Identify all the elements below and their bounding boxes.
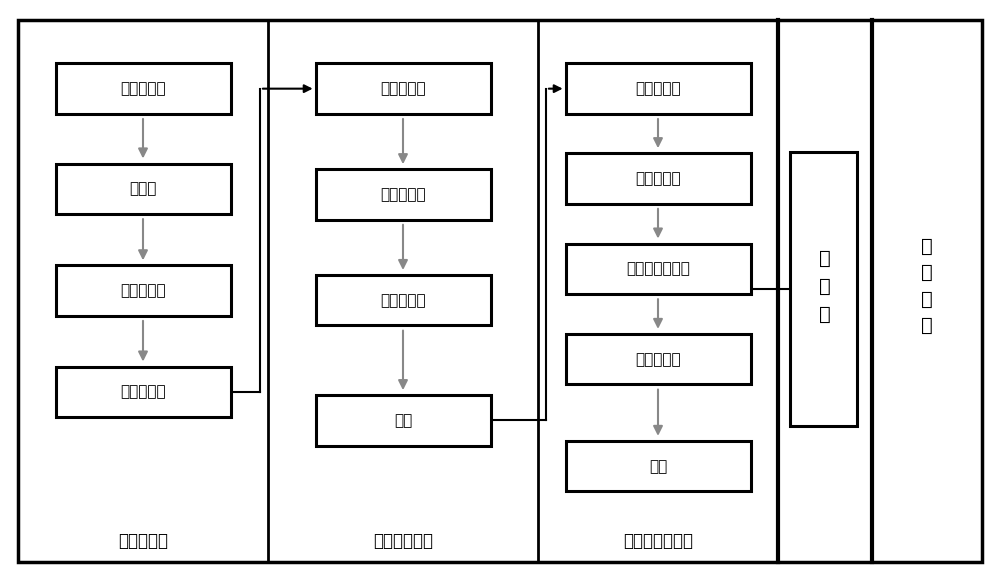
Text: 红外加热釜: 红外加热釜 [120,283,166,298]
Bar [566,153,750,204]
Bar [56,164,231,214]
Bar [316,63,490,114]
Text: 胶磨机: 胶磨机 [129,181,157,196]
Bar [316,395,490,446]
Text: 数
控
台: 数 控 台 [819,248,831,324]
Text: 均质混合釜: 均质混合釜 [120,81,166,96]
Text: 分离纯化车间: 分离纯化车间 [373,531,433,550]
Bar [566,63,750,114]
Bar [566,244,750,294]
Bar [790,152,857,426]
Text: 喷雾或冷冻干燥: 喷雾或冷冻干燥 [626,261,690,276]
Text: 包装: 包装 [649,459,667,474]
Bar [316,275,490,325]
Text: 高比表生成车间: 高比表生成车间 [623,531,693,550]
Text: 膜浓缩系统: 膜浓缩系统 [635,81,681,96]
Text: 脱色层析柱: 脱色层析柱 [380,81,426,96]
Text: 粉碎、精磨: 粉碎、精磨 [635,352,681,367]
Bar [316,169,490,220]
Bar [56,367,231,417]
Text: 模
控
中
心: 模 控 中 心 [921,237,933,335]
Bar [56,63,231,114]
Bar [566,334,750,384]
Text: 二级层析柱: 二级层析柱 [380,293,426,308]
Text: 一级层析柱: 一级层析柱 [380,187,426,202]
Bar [566,441,750,491]
Text: 预处理车间: 预处理车间 [118,531,168,550]
Bar [56,265,231,316]
Text: 真空脱气机: 真空脱气机 [120,384,166,399]
Text: 储罐: 储罐 [394,413,412,428]
Text: 高压均质机: 高压均质机 [635,171,681,186]
